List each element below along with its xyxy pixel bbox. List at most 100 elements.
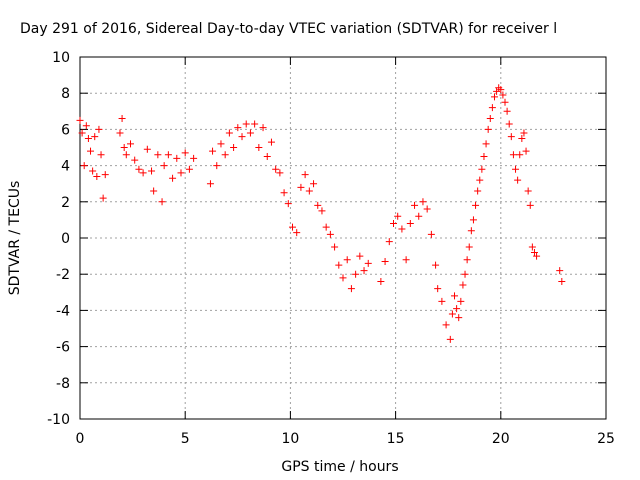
data-point [516, 151, 524, 159]
data-point [120, 144, 128, 151]
y-axis-label: SDTVAR / TECUs [7, 181, 23, 296]
data-point [99, 194, 107, 202]
x-tick-label: 5 [181, 431, 190, 447]
data-point [78, 129, 86, 137]
data-point [246, 129, 254, 137]
data-point [356, 252, 364, 260]
data-point [482, 140, 490, 148]
data-point [520, 129, 528, 137]
data-point [522, 147, 530, 155]
data-point [322, 223, 330, 231]
data-point [453, 305, 461, 313]
data-point [263, 153, 271, 161]
data-point [448, 310, 456, 318]
data-point [301, 171, 309, 179]
data-point [190, 154, 198, 162]
data-point [419, 198, 427, 206]
data-point [423, 205, 431, 213]
data-point [255, 144, 263, 151]
data-point [276, 169, 284, 177]
data-point [478, 165, 486, 173]
data-point [385, 238, 393, 246]
data-point [143, 145, 151, 153]
data-point [331, 243, 339, 251]
data-point [533, 252, 541, 260]
data-point [209, 147, 217, 155]
data-point [89, 167, 97, 175]
data-point [326, 230, 334, 238]
data-point [131, 156, 139, 164]
data-point [465, 243, 473, 251]
data-point [116, 129, 124, 137]
data-point [389, 220, 397, 228]
data-point [310, 180, 318, 188]
y-tick-label: 2 [61, 195, 70, 211]
data-point [126, 140, 134, 148]
data-point [493, 87, 501, 95]
data-point [82, 122, 90, 130]
data-point [476, 176, 484, 184]
x-tick-label: 10 [281, 431, 299, 447]
y-tick-label: 8 [61, 86, 70, 102]
data-point [272, 165, 280, 173]
data-point [463, 256, 471, 264]
data-point [411, 201, 419, 209]
data-point [91, 133, 99, 141]
data-point [80, 162, 88, 170]
data-point [267, 138, 275, 146]
data-point [432, 261, 440, 269]
data-point [305, 187, 313, 195]
data-point [461, 270, 469, 278]
data-point [488, 104, 496, 112]
y-tick-label: 0 [61, 231, 70, 247]
data-point [505, 120, 513, 128]
data-point [93, 172, 101, 180]
plot-frame [79, 56, 607, 420]
data-point [251, 120, 259, 128]
data-point [135, 165, 143, 173]
data-point [158, 198, 166, 206]
data-point [377, 277, 385, 285]
data-point [335, 261, 343, 269]
data-point [221, 151, 229, 159]
data-point [318, 207, 326, 215]
data-point [148, 167, 156, 175]
data-point [118, 115, 126, 123]
data-point [343, 256, 351, 264]
data-point [486, 115, 494, 123]
data-point [509, 151, 517, 159]
data-point [181, 149, 189, 157]
data-point [259, 124, 267, 132]
data-point [442, 321, 450, 329]
data-point [398, 225, 406, 233]
data-point [497, 86, 505, 94]
data-point [150, 187, 158, 195]
y-tick-label: 4 [61, 159, 70, 175]
data-point [185, 165, 193, 173]
data-point [213, 162, 221, 170]
data-point [164, 151, 172, 159]
data-point [484, 125, 492, 133]
data-point [512, 165, 520, 173]
y-tick-label: -8 [56, 376, 70, 392]
data-point [381, 258, 389, 266]
y-tick-label: -2 [56, 267, 70, 283]
data-point [76, 116, 84, 124]
y-tick-label: -10 [47, 412, 70, 428]
data-point [472, 201, 480, 209]
data-point [434, 285, 442, 293]
x-axis-label: GPS time / hours [281, 459, 398, 475]
data-point [280, 189, 288, 197]
x-tick-label: 0 [76, 431, 85, 447]
data-point [101, 171, 109, 179]
data-point [455, 314, 463, 322]
data-point [556, 267, 564, 275]
data-point [530, 248, 538, 256]
data-point [238, 133, 246, 141]
data-point [364, 259, 372, 267]
data-point [438, 297, 446, 305]
x-tick-label: 15 [387, 431, 405, 447]
data-point [217, 140, 225, 148]
data-points [76, 84, 566, 343]
y-tick-label: -4 [56, 303, 70, 319]
